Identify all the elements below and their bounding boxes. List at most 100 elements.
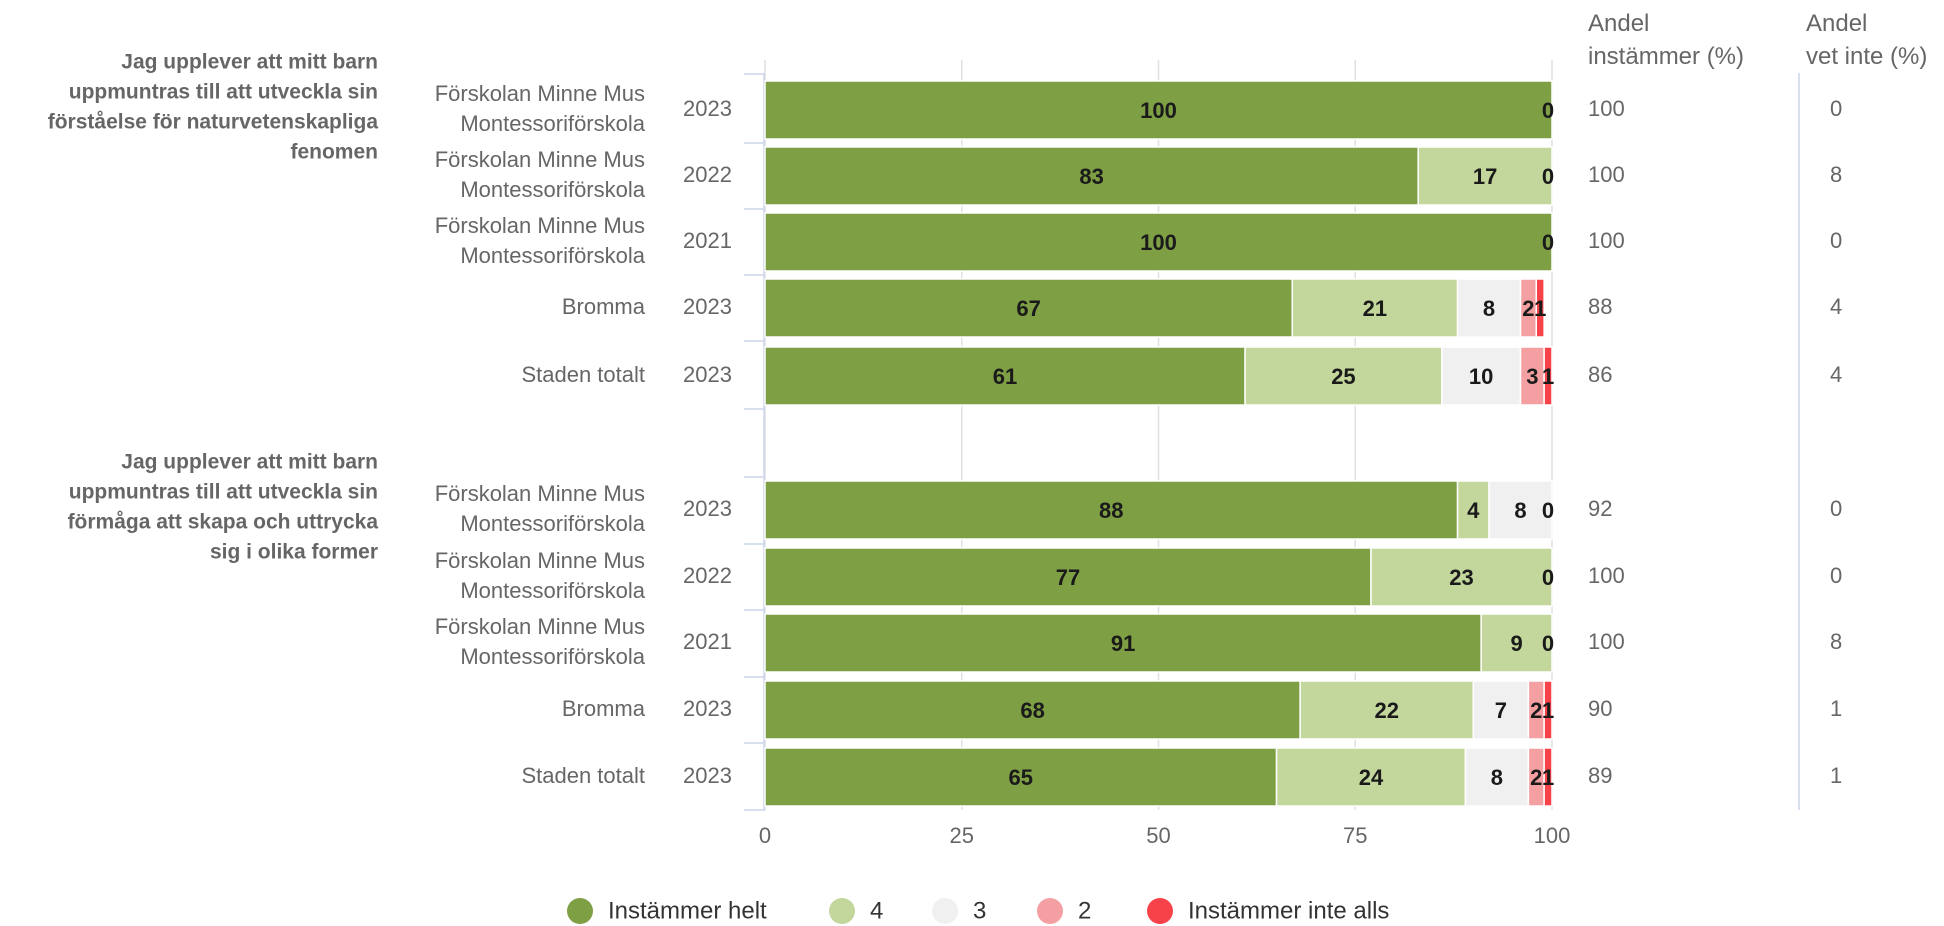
unknown-value-g2-r3: 8 (1830, 629, 1842, 654)
bar-g2-r2-s1[interactable] (764, 547, 1372, 607)
bars (764, 80, 1553, 807)
bar-g2-r5-s3[interactable] (1464, 747, 1530, 807)
bar-g2-r4-s5[interactable] (1543, 680, 1553, 740)
bar-g1-r5-s2[interactable] (1244, 346, 1443, 406)
unit-label-g1-r2-l2: Montessoriförskola (460, 177, 645, 202)
bar-g2-r3-s1[interactable] (764, 613, 1482, 673)
year-label-g1-r1: 2023 (683, 96, 732, 121)
unit-label-g1-r3-l1: Förskolan Minne Mus (435, 213, 645, 238)
bar-g2-r2-s2[interactable] (1370, 547, 1553, 607)
question-1-line-1: Jag upplever att mitt barn (121, 51, 378, 74)
data-label-g1-r5-s4: 3 (1526, 364, 1538, 389)
bar-g1-r3-s1[interactable] (764, 212, 1553, 272)
bar-g1-r4-s5[interactable] (1535, 278, 1545, 338)
bar-g2-r5-s2[interactable] (1275, 747, 1467, 807)
data-label-g2-r5-s1: 65 (1009, 765, 1033, 790)
data-label-g1-r3-s5: 0 (1542, 230, 1554, 255)
legend-swatch-3 (932, 898, 958, 924)
x-tick-label-0: 0 (759, 823, 771, 848)
agree-value-g1-r1: 100 (1588, 96, 1625, 121)
question-2-line-2: uppmuntras till att utveckla sin (69, 481, 378, 504)
unit-label-g1-r2-l1: Förskolan Minne Mus (435, 147, 645, 172)
data-label-g2-r2-s1: 77 (1056, 565, 1080, 590)
x-tick-label-1: 25 (950, 823, 974, 848)
legend-item-4[interactable]: 2 (1037, 897, 1091, 924)
x-axis: 0 25 50 75 100 (759, 823, 1570, 848)
unknown-value-g1-r1: 0 (1830, 96, 1842, 121)
agree-value-g1-r4: 88 (1588, 294, 1612, 319)
agree-value-g1-r2: 100 (1588, 162, 1625, 187)
x-tick-label-2: 50 (1146, 823, 1170, 848)
unit-label-g2-r5: Staden totalt (521, 763, 645, 788)
data-label-g2-r3-s1: 91 (1111, 631, 1135, 656)
question-2-line-4: sig i olika former (210, 541, 378, 564)
data-label-g1-r5-s2: 25 (1331, 364, 1355, 389)
bar-g2-r5-s1[interactable] (764, 747, 1278, 807)
unit-label-g2-r2-l1: Förskolan Minne Mus (435, 548, 645, 573)
bar-g1-r2-s1[interactable] (764, 146, 1419, 206)
legend-item-2[interactable]: 4 (829, 897, 883, 924)
unknown-value-g1-r4: 4 (1830, 294, 1842, 319)
bar-g2-r4-s2[interactable] (1299, 680, 1475, 740)
legend-label-1: Instämmer helt (608, 897, 767, 924)
bar-g1-r5-s1[interactable] (764, 346, 1246, 406)
bar-g2-r1-s1[interactable] (764, 480, 1459, 540)
unit-label-g2-r2-l2: Montessoriförskola (460, 578, 645, 603)
legend-label-5: Instämmer inte alls (1188, 897, 1389, 924)
year-label-g2-r2: 2022 (683, 563, 732, 588)
legend-item-5[interactable]: Instämmer inte alls (1147, 897, 1389, 924)
data-label-g1-r2-s2: 17 (1473, 164, 1497, 189)
question-1-line-3: förståelse för naturvetenskapliga (48, 111, 379, 134)
data-label-g2-r4-s1: 68 (1020, 698, 1044, 723)
data-label-g2-r1-s5: 0 (1542, 498, 1554, 523)
bar-g1-r2-s2[interactable] (1417, 146, 1553, 206)
header-unknown-line1: Andel (1806, 10, 1867, 37)
data-label-g2-r5-s3: 8 (1491, 765, 1503, 790)
bar-g1-r5-s3[interactable] (1441, 346, 1522, 406)
bar-g1-r4-s2[interactable] (1291, 278, 1459, 338)
year-label-g1-r5: 2023 (683, 362, 732, 387)
data-label-g1-r4-s1: 67 (1016, 296, 1040, 321)
year-label-g2-r3: 2021 (683, 629, 732, 654)
legend-swatch-1 (567, 898, 593, 924)
legend-label-2: 4 (870, 897, 883, 924)
agree-value-g1-r3: 100 (1588, 228, 1625, 253)
legend[interactable]: Instämmer helt 4 3 2 Instämmer inte alls (567, 897, 1389, 924)
data-label-g1-r1-s5: 0 (1542, 98, 1554, 123)
bar-g2-r1-s2[interactable] (1456, 480, 1490, 540)
bar-g2-r3-s2[interactable] (1480, 613, 1553, 673)
data-label-g2-r5-s4: 2 (1530, 765, 1542, 790)
legend-item-3[interactable]: 3 (932, 897, 986, 924)
agree-value-g2-r5: 89 (1588, 763, 1612, 788)
year-label-g2-r1: 2023 (683, 496, 732, 521)
question-1-line-2: uppmuntras till att utveckla sin (69, 81, 378, 104)
legend-item-1[interactable]: Instämmer helt (567, 897, 767, 924)
bar-g1-r1-s1[interactable] (764, 80, 1553, 140)
category-labels: Jag upplever att mitt barn uppmuntras til… (48, 51, 732, 788)
unknown-value-g1-r5: 4 (1830, 362, 1842, 387)
bar-g2-r4-s3[interactable] (1472, 680, 1530, 740)
data-label-g2-r4-s5: 1 (1542, 698, 1554, 723)
bar-g2-r5-s5[interactable] (1543, 747, 1553, 807)
question-1-line-4: fenomen (290, 141, 378, 164)
legend-swatch-2 (829, 898, 855, 924)
data-label-g2-r1-s2: 4 (1467, 498, 1480, 523)
agree-value-g2-r4: 90 (1588, 696, 1612, 721)
data-label-g2-r1-s1: 88 (1099, 498, 1123, 523)
year-label-g2-r5: 2023 (683, 763, 732, 788)
agree-value-g1-r5: 86 (1588, 362, 1612, 387)
unit-label-g1-r1-l1: Förskolan Minne Mus (435, 81, 645, 106)
header-agree-line2: instämmer (%) (1588, 43, 1744, 70)
legend-swatch-4 (1037, 898, 1063, 924)
unknown-value-g1-r3: 0 (1830, 228, 1842, 253)
bar-g1-r5-s5[interactable] (1543, 346, 1553, 406)
year-label-g1-r3: 2021 (683, 228, 732, 253)
data-label-g1-r4-s4: 2 (1522, 296, 1534, 321)
unit-label-g1-r3-l2: Montessoriförskola (460, 243, 645, 268)
unit-label-g1-r4: Bromma (562, 294, 646, 319)
bar-g2-r1-s3[interactable] (1488, 480, 1553, 540)
y-axis (744, 73, 765, 811)
year-label-g1-r2: 2022 (683, 162, 732, 187)
legend-swatch-5 (1147, 898, 1173, 924)
